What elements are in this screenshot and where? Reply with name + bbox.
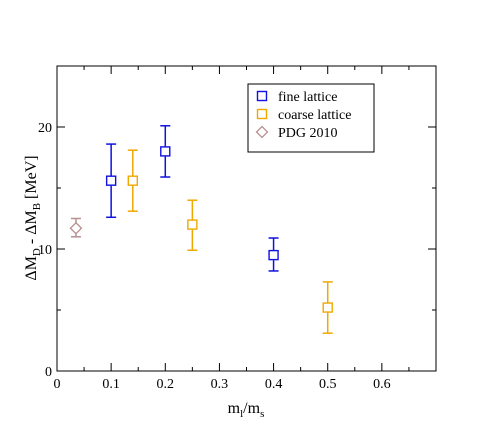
y-axis-label: ΔMD - ΔMB [MeV] bbox=[23, 155, 43, 280]
x-tick-label: 0.4 bbox=[265, 377, 283, 392]
y-tick-label: 0 bbox=[45, 365, 52, 380]
data-point bbox=[105, 175, 117, 186]
marker-bg bbox=[187, 219, 198, 230]
marker-bg bbox=[160, 146, 171, 157]
x-tick-label: 0.2 bbox=[157, 377, 175, 392]
legend-label: PDG 2010 bbox=[278, 126, 338, 141]
axes: 0 0.1 0.2 0.3 0.4 0.5 0.6 0 10 20 bbox=[38, 66, 436, 392]
marker-bg bbox=[70, 223, 81, 234]
marker-bg bbox=[268, 250, 279, 261]
data-point bbox=[268, 249, 279, 261]
legend-marker bbox=[255, 125, 269, 139]
legend-label: fine lattice bbox=[278, 90, 337, 105]
x-tick-label: 0.6 bbox=[373, 377, 391, 392]
data-point bbox=[127, 175, 139, 186]
legend-box bbox=[247, 83, 375, 153]
y-tick-label: 20 bbox=[38, 121, 52, 136]
x-axis-label: ml/ms bbox=[228, 400, 265, 420]
legend: fine lattice coarse lattice PDG 2010 bbox=[247, 83, 375, 153]
data-point bbox=[187, 219, 198, 230]
x-tick-label: 0 bbox=[54, 377, 61, 392]
data-marks bbox=[69, 125, 333, 334]
data-point bbox=[322, 302, 333, 313]
x-tick-label: 0.3 bbox=[211, 377, 229, 392]
marker-bg bbox=[127, 175, 138, 186]
plot-frame bbox=[56, 65, 437, 372]
data-point bbox=[69, 221, 83, 235]
marker-bg bbox=[106, 175, 117, 186]
data-point bbox=[160, 146, 171, 157]
legend-marker bbox=[256, 108, 268, 120]
legend-label: coarse lattice bbox=[278, 108, 351, 123]
y-tick-label: 10 bbox=[38, 243, 52, 258]
legend-marker bbox=[256, 90, 268, 102]
x-tick-label: 0.1 bbox=[102, 377, 120, 392]
marker-bg bbox=[322, 302, 333, 313]
x-tick-label: 0.5 bbox=[319, 377, 337, 392]
